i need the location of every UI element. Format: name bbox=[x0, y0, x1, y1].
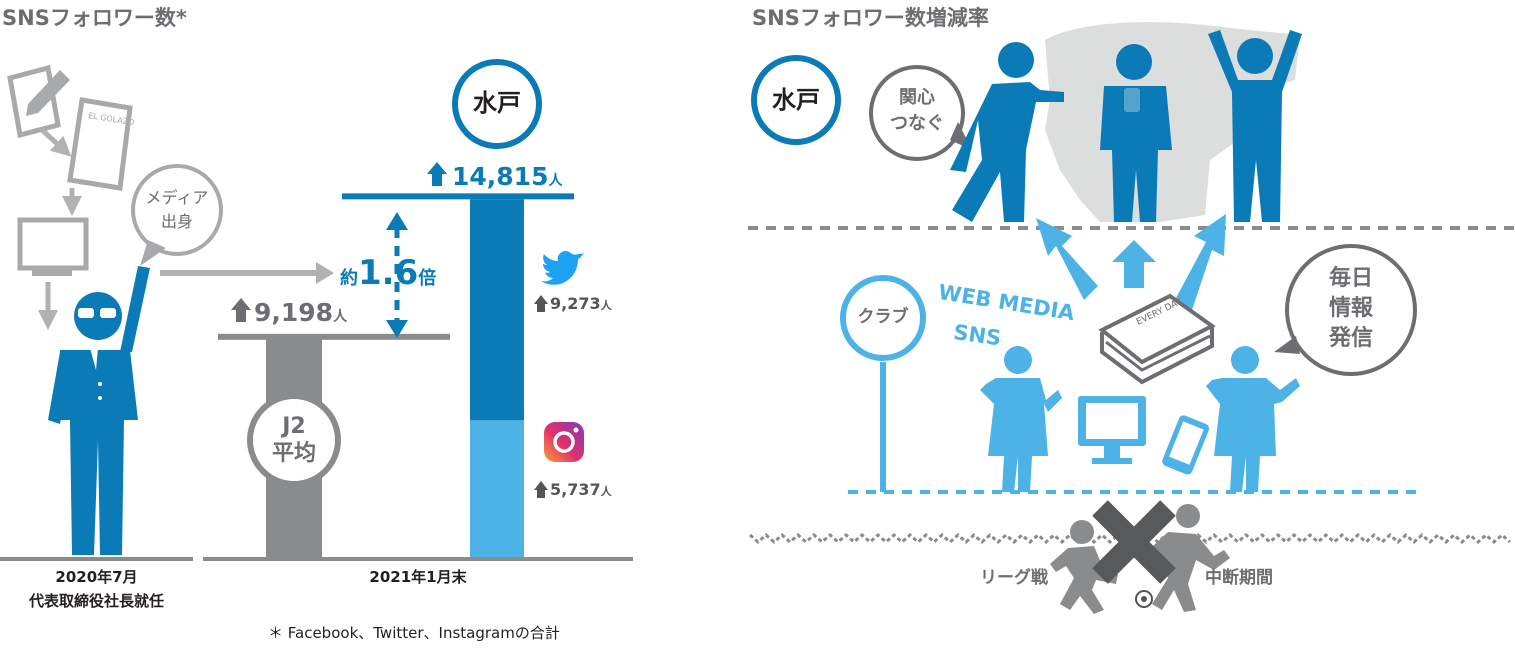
instagram-number: 5,737 bbox=[550, 480, 601, 499]
twitter-number: 9,273 bbox=[550, 294, 601, 313]
mito-total-unit: 人 bbox=[548, 173, 563, 189]
twitter-unit: 人 bbox=[600, 299, 612, 312]
club-sign-label: クラブ bbox=[857, 307, 909, 327]
media-career-path: EL GOLAZO bbox=[7, 64, 135, 330]
bubble-connect-line1: 関心 bbox=[899, 87, 935, 108]
instagram-unit: 人 bbox=[600, 485, 612, 498]
instagram-icon bbox=[544, 422, 584, 462]
bubble-daily-line3: 発信 bbox=[1328, 326, 1373, 351]
woman-figure-left bbox=[980, 346, 1062, 492]
woman-figure-right bbox=[1206, 346, 1300, 492]
j2-average-value: 9,198人 bbox=[254, 300, 347, 325]
fan-figure-phone bbox=[1100, 44, 1172, 222]
speech-bubble-media bbox=[131, 164, 223, 266]
baseline-right bbox=[203, 557, 633, 561]
bubble-daily-line1: 毎日 bbox=[1328, 266, 1373, 291]
ratio-value: 1.6 bbox=[358, 253, 419, 293]
baseline-left bbox=[0, 557, 193, 561]
monitor-icon bbox=[17, 217, 89, 276]
bubble-connect-line2: つなぐ bbox=[890, 113, 944, 134]
mito-label-right: 水戸 bbox=[772, 86, 820, 114]
up-arrow-icon bbox=[427, 162, 447, 186]
computer-monitor-icon bbox=[1078, 396, 1146, 464]
j2-label-line2: 平均 bbox=[271, 441, 316, 466]
footnote: ＊ Facebook、Twitter、Instagramの合計 bbox=[268, 624, 560, 642]
bar-mito-twitter bbox=[470, 199, 524, 421]
axis-label-right: 2021年1月末 bbox=[369, 568, 467, 586]
axis-label-left-line2: 代表取締役社長就任 bbox=[28, 592, 164, 610]
newspaper-icon: EL GOLAZO bbox=[67, 97, 135, 191]
club-sign bbox=[840, 275, 926, 492]
bubble-media-line2: 出身 bbox=[160, 212, 193, 231]
bubble-daily-line2: 情報 bbox=[1328, 296, 1373, 321]
mito-total-number: 14,815 bbox=[452, 162, 549, 191]
left-panel-title: SNSフォロワー数* bbox=[2, 6, 187, 30]
league-label: リーグ戦 bbox=[980, 568, 1048, 588]
president-figure bbox=[48, 266, 150, 555]
bar-j2-cap bbox=[218, 333, 450, 340]
fan-figure-pointing bbox=[950, 42, 1064, 222]
soccer-ball-icon bbox=[1135, 590, 1153, 608]
fan-figure-cheering bbox=[1208, 30, 1302, 222]
up-arrow-icon bbox=[534, 295, 548, 312]
ratio-suffix: 倍 bbox=[418, 268, 437, 289]
speech-bubble-daily bbox=[1274, 244, 1417, 376]
engagement-arrows bbox=[1036, 214, 1226, 310]
suspension-label: 中断期間 bbox=[1205, 568, 1273, 588]
career-arrow bbox=[160, 262, 334, 284]
j2-average-badge bbox=[247, 393, 341, 487]
speech-bubble-connect bbox=[869, 65, 972, 161]
axis-label-left-line1: 2020年7月 bbox=[55, 568, 138, 586]
mito-badge bbox=[452, 59, 542, 149]
bar-mito-cap bbox=[342, 193, 574, 200]
instagram-value: 5,737人 bbox=[550, 482, 612, 498]
twitter-value: 9,273人 bbox=[550, 296, 612, 312]
mito-badge-right bbox=[751, 55, 841, 145]
magazine-icon: EVERY DAY bbox=[1098, 293, 1216, 385]
j2-label-line1: J2 bbox=[282, 414, 306, 439]
bar-mito-instagram bbox=[470, 420, 524, 557]
ratio-arrow bbox=[386, 212, 408, 338]
bubble-media-line1: メディア bbox=[145, 188, 209, 207]
up-arrow-icon bbox=[534, 481, 548, 498]
ratio-label: 約1.6倍 bbox=[340, 256, 436, 290]
smartphone-icon bbox=[1162, 415, 1210, 475]
mito-label: 水戸 bbox=[473, 89, 521, 117]
mito-total-value: 14,815人 bbox=[452, 164, 562, 189]
j2-avg-number: 9,198 bbox=[254, 298, 334, 327]
right-panel-title: SNSフォロワー数増減率 bbox=[752, 6, 989, 30]
ratio-prefix: 約 bbox=[340, 268, 358, 289]
up-arrow-icon bbox=[231, 298, 251, 322]
pencil-paper-icon bbox=[7, 64, 70, 139]
j2-avg-unit: 人 bbox=[333, 309, 348, 325]
twitter-bird-icon bbox=[541, 250, 584, 285]
cancel-x-icon bbox=[1092, 500, 1176, 584]
football-players-icon bbox=[1050, 504, 1230, 614]
ibaraki-map-shape bbox=[1045, 22, 1300, 222]
